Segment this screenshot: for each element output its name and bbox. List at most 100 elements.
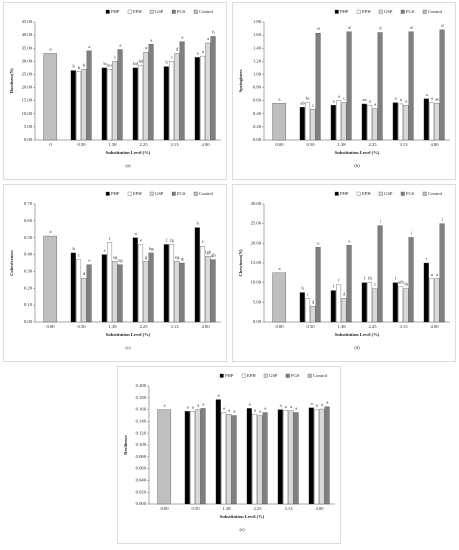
bar	[163, 66, 169, 141]
significance-letter: a	[405, 98, 407, 103]
significance-letter: d	[83, 271, 86, 276]
significance-letter: eg	[175, 254, 180, 259]
bar	[330, 105, 336, 141]
x-tick-label: 0.00	[46, 324, 55, 329]
y-tick-label: 0.00	[24, 319, 33, 324]
x-tick-label: 1.38	[108, 142, 117, 147]
y-tick-label: 0.70	[24, 201, 33, 206]
legend-swatch	[241, 373, 246, 378]
legend-label: GSP	[384, 9, 393, 14]
significance-letter: c	[171, 54, 173, 59]
bar	[314, 409, 320, 505]
significance-letter: a	[49, 47, 51, 52]
bar	[221, 412, 227, 505]
y-axis-label: Cohesiveness	[9, 250, 14, 276]
significance-letter: a	[321, 402, 323, 407]
bar	[174, 261, 180, 323]
significance-letter: a	[254, 407, 256, 412]
significance-letter: a	[278, 96, 280, 101]
legend-label: EPH	[247, 373, 256, 378]
legend-label: Control	[428, 9, 443, 14]
significance-letter: a	[374, 102, 376, 107]
y-tick-label: 0.40	[253, 111, 262, 116]
bar	[392, 102, 398, 141]
significance-letter: e	[317, 240, 319, 245]
significance-letter: f	[109, 236, 111, 241]
x-tick-label: 0.50	[77, 324, 86, 329]
legend-label: FGS	[291, 373, 300, 378]
bar	[76, 259, 82, 323]
bar	[367, 282, 373, 323]
y-tick-label: 0.40	[24, 252, 33, 257]
bar	[169, 244, 175, 323]
x-tick-label: 0.50	[77, 142, 86, 147]
significance-letter: a	[285, 404, 287, 409]
bar	[288, 410, 294, 505]
bar	[86, 50, 92, 141]
legend-label: GSP	[155, 9, 164, 14]
x-tick-label: 4.00	[430, 142, 439, 147]
legend-swatch	[400, 9, 405, 14]
y-tick-label: 0.140	[136, 418, 147, 423]
significance-letter: bd	[133, 61, 138, 66]
bar	[272, 272, 287, 323]
significance-letter: a	[197, 50, 199, 55]
significance-letter: a	[135, 231, 137, 236]
significance-letter: afh	[398, 280, 405, 285]
significance-letter: b	[78, 65, 81, 70]
bar	[143, 52, 149, 141]
chart-panel: 0.00 5.00 10.00 15.00 20.00 25.00 30.00 Chewine…	[232, 184, 456, 362]
bar	[101, 67, 107, 141]
bar	[43, 53, 58, 141]
significance-letter: a	[181, 35, 183, 40]
bar	[398, 103, 404, 141]
significance-letter: a	[436, 272, 438, 277]
bar	[346, 245, 352, 323]
y-tick-label: 0.080	[136, 454, 147, 459]
y-tick-label: 0.160	[136, 407, 147, 412]
x-axis-label: Substitution Level (%)	[220, 514, 265, 519]
x-tick-label: 2.25	[368, 142, 377, 147]
bar	[148, 252, 154, 323]
bar	[372, 288, 378, 323]
bar	[70, 252, 76, 323]
legend-swatch	[400, 191, 405, 196]
significance-letter: c	[343, 96, 345, 101]
legend-swatch	[193, 191, 198, 196]
bar	[215, 399, 221, 505]
significance-letter: d	[379, 26, 382, 31]
bar	[310, 109, 316, 141]
significance-letter: a	[49, 229, 51, 234]
significance-letter: d	[410, 25, 413, 30]
bar	[163, 244, 169, 323]
significance-letter: a	[311, 401, 313, 406]
y-tick-label: 0.20	[24, 285, 33, 290]
legend-label: FGS	[177, 191, 186, 196]
significance-letter: f	[395, 276, 397, 281]
bar	[210, 36, 216, 141]
legend-swatch	[422, 9, 427, 14]
significance-letter: c	[312, 102, 314, 107]
legend-label: PHP	[225, 373, 234, 378]
y-tick-label: 1.60	[253, 32, 262, 37]
bar	[132, 67, 138, 141]
legend-swatch	[334, 191, 339, 196]
x-tick-label: 2.25	[139, 142, 148, 147]
bar	[341, 298, 347, 323]
legend-swatch	[334, 9, 339, 14]
legend-label: PHP	[340, 191, 349, 196]
significance-letter: bcd	[107, 62, 114, 67]
bar	[231, 415, 237, 505]
y-tick-label: 0.060	[136, 466, 147, 471]
significance-letter: b	[83, 62, 86, 67]
legend-label: PHP	[340, 9, 349, 14]
significance-letter: f	[338, 278, 340, 283]
bar	[308, 407, 314, 505]
significance-letter: a	[228, 407, 230, 412]
bar	[346, 31, 352, 141]
bar	[81, 69, 87, 141]
panel-border	[3, 2, 227, 180]
significance-letter: a	[369, 98, 371, 103]
bar	[143, 261, 149, 323]
bar	[272, 103, 287, 141]
